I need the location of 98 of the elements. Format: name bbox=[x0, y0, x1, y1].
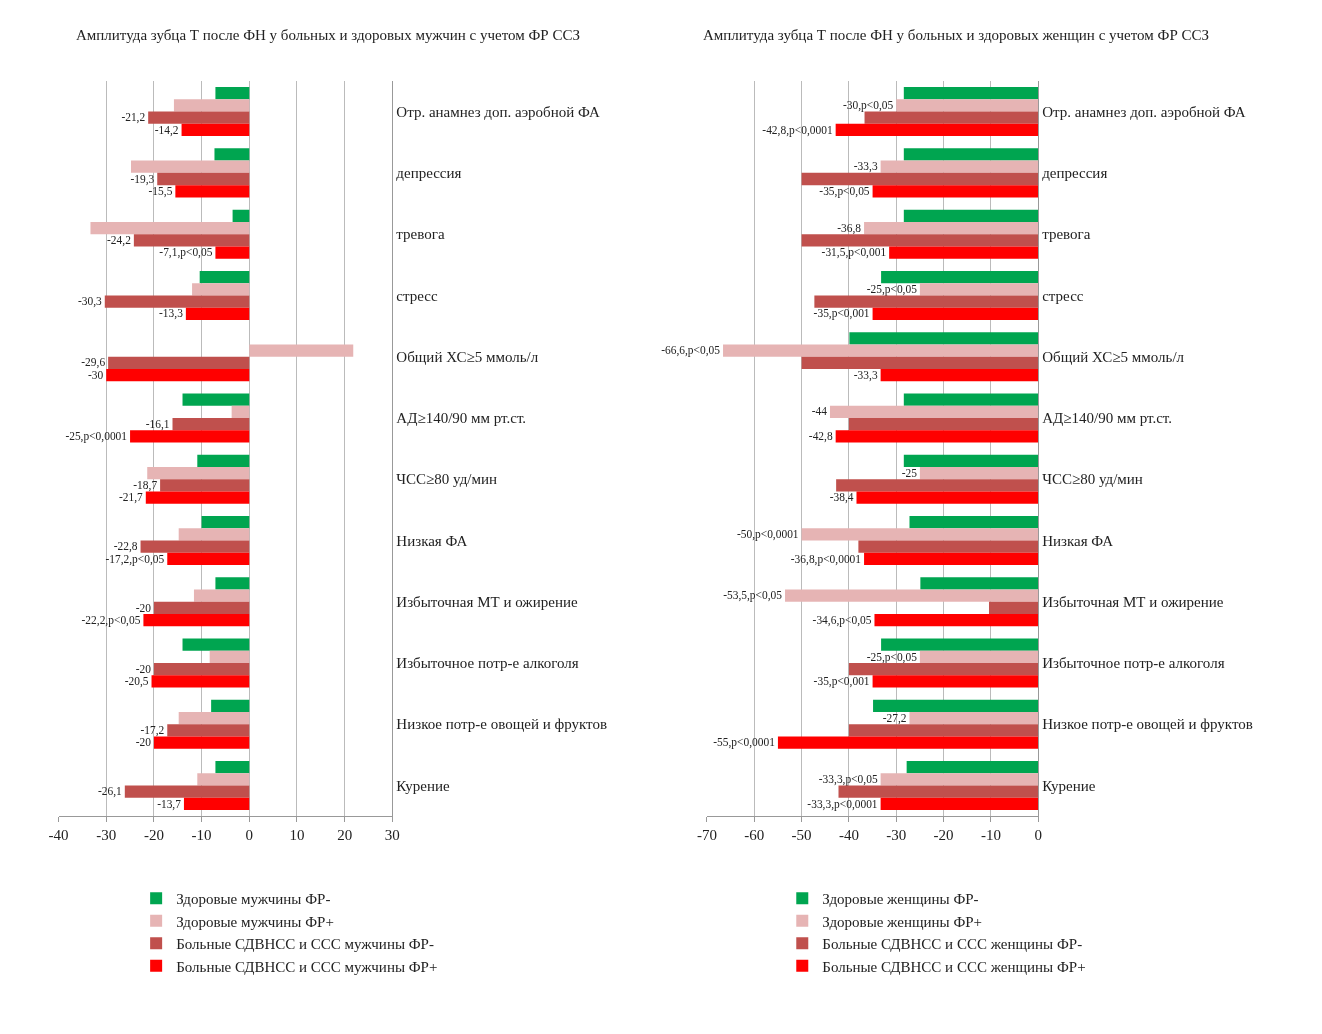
y-tick-label: Избыточное потр-е алкоголя bbox=[396, 655, 579, 672]
data-label: -35,p<0,001 bbox=[813, 675, 870, 689]
x-tick-label: 0 bbox=[245, 827, 254, 844]
x-tick-label: -10 bbox=[191, 827, 212, 844]
data-label: -26,1 bbox=[98, 785, 123, 799]
data-label: -50,p<0,0001 bbox=[736, 528, 799, 541]
data-label: -33,3 bbox=[853, 368, 878, 382]
x-tick-label: -60 bbox=[744, 827, 765, 844]
data-label: -27,2 bbox=[882, 711, 907, 725]
x-tick-label: -40 bbox=[838, 827, 859, 844]
data-label: -17,2 bbox=[140, 724, 165, 738]
data-label: -34,6,p<0,05 bbox=[812, 613, 872, 627]
data-label: -29,6 bbox=[81, 356, 106, 370]
data-label: -30 bbox=[87, 368, 104, 381]
data-label: -25 bbox=[901, 466, 918, 479]
data-label: -25,p<0,0001 bbox=[65, 429, 128, 443]
y-tick-label: Избыточное потр-е алкоголя bbox=[1042, 655, 1225, 672]
data-label: -66,6,p<0,05 bbox=[661, 344, 721, 358]
data-label: -36,8,p<0,0001 bbox=[790, 552, 862, 566]
data-label: -42,8,p<0,0001 bbox=[762, 123, 833, 137]
data-label: -31,5,p<0,001 bbox=[821, 246, 887, 260]
legend-label: Здоровые мужчины ФР- bbox=[176, 891, 331, 908]
x-tick-label: -10 bbox=[980, 827, 1001, 844]
y-tick-label: Избыточная МТ и ожирение bbox=[396, 593, 578, 610]
y-tick-label: Отр. анамнез доп. аэробной ФА bbox=[1042, 103, 1246, 120]
y-tick-label: ЧСС≥80 уд/мин bbox=[1042, 471, 1143, 488]
legend-label: Здоровые мужчины ФР+ bbox=[176, 913, 334, 930]
chart-title: Амплитуда зубца Т после ФН у больных и здоровых женщин с учетом ФР ССЗ bbox=[703, 27, 1210, 43]
y-tick-label: депрессия bbox=[396, 165, 462, 182]
x-tick-label: 10 bbox=[289, 827, 305, 844]
data-label: -20,5 bbox=[124, 675, 149, 689]
data-label: -14,2 bbox=[154, 123, 179, 137]
data-label: -20 bbox=[135, 601, 152, 614]
data-label: -21,2 bbox=[121, 111, 146, 125]
x-tick-label: -70 bbox=[696, 827, 717, 844]
x-tick-label: -50 bbox=[791, 827, 812, 844]
data-label: -30,3 bbox=[77, 295, 103, 309]
x-tick-label: -30 bbox=[886, 827, 907, 844]
data-label: -20 bbox=[135, 736, 152, 749]
data-label: -33,3 bbox=[853, 160, 878, 174]
legend-label: Больные СДВНСС и ССС мужчины ФР- bbox=[176, 936, 434, 953]
data-label: -18,7 bbox=[133, 478, 158, 492]
data-label: -22,2,p<0,05 bbox=[81, 613, 141, 627]
data-label: -20 bbox=[135, 662, 152, 675]
chart-title: Амплитуда зубца Т после ФН у больных и здоровых мужчин с учетом ФР ССЗ bbox=[76, 27, 580, 43]
x-tick-label: -40 bbox=[48, 827, 69, 844]
data-label: -36,8 bbox=[837, 221, 862, 235]
data-label: -17,2,p<0,05 bbox=[105, 552, 165, 566]
data-label: -15,5 bbox=[148, 184, 173, 198]
x-tick-label: 30 bbox=[384, 827, 400, 844]
data-label: -19,3 bbox=[130, 172, 155, 186]
data-label: -13,3 bbox=[159, 307, 184, 321]
data-label: -42,8 bbox=[808, 429, 833, 443]
data-label: -55,p<0,0001 bbox=[713, 736, 776, 750]
data-label: -33,3,p<0,0001 bbox=[807, 797, 878, 811]
legend-label: Больные СДВНСС и ССС мужчины ФР+ bbox=[176, 958, 438, 975]
y-tick-label: Общий ХС≥5 ммоль/л bbox=[396, 348, 539, 365]
y-tick-label: Курение bbox=[1042, 777, 1096, 794]
data-label: -7,1,p<0,05 bbox=[159, 246, 213, 260]
data-label: -13,7 bbox=[157, 797, 182, 811]
y-tick-label: депрессия bbox=[1042, 165, 1108, 182]
y-tick-label: Избыточная МТ и ожирение bbox=[1042, 593, 1224, 610]
y-tick-label: тревога bbox=[1042, 226, 1091, 243]
x-tick-label: 20 bbox=[337, 827, 353, 844]
data-label: -16,1 bbox=[145, 417, 170, 431]
y-tick-label: АД≥140/90 мм рт.ст. bbox=[1042, 410, 1172, 427]
y-tick-label: стресс bbox=[1042, 287, 1084, 304]
legend-label: Больные СДВНСС и ССС женщины ФР+ bbox=[822, 958, 1086, 975]
data-label: -38,4 bbox=[829, 491, 854, 505]
y-tick-label: Низкая ФА bbox=[1042, 532, 1114, 549]
data-label: -25,p<0,05 bbox=[866, 282, 918, 296]
y-tick-label: стресс bbox=[396, 287, 438, 304]
y-tick-label: АД≥140/90 мм рт.ст. bbox=[396, 410, 527, 427]
y-tick-label: Общий ХС≥5 ммоль/л bbox=[1042, 348, 1185, 365]
x-tick-label: -20 bbox=[933, 827, 954, 844]
y-tick-label: ЧСС≥80 уд/мин bbox=[396, 471, 498, 488]
x-tick-label: -20 bbox=[143, 827, 164, 844]
y-tick-label: тревога bbox=[396, 226, 445, 243]
x-tick-label: 0 bbox=[1034, 827, 1042, 844]
legend-label: Больные СДВНСС и ССС женщины ФР- bbox=[822, 936, 1083, 953]
data-label: -30,p<0,05 bbox=[842, 99, 894, 113]
data-label: -25,p<0,05 bbox=[866, 650, 918, 664]
data-label: -24,2 bbox=[107, 233, 132, 247]
data-label: -53,5,p<0,05 bbox=[723, 589, 783, 603]
y-tick-label: Отр. анамнез доп. аэробной ФА bbox=[396, 103, 600, 120]
y-tick-label: Низкое потр-е овощей и фруктов bbox=[396, 716, 608, 733]
data-label: -21,7 bbox=[118, 491, 144, 505]
data-label: -44 bbox=[811, 405, 828, 418]
y-tick-label: Курение bbox=[396, 777, 450, 794]
x-tick-label: -30 bbox=[96, 827, 117, 844]
data-label: -33,3,p<0,05 bbox=[818, 773, 878, 787]
legend-label: Здоровые женщины ФР+ bbox=[822, 913, 983, 930]
data-label: -35,p<0,05 bbox=[819, 184, 870, 198]
legend-label: Здоровые женщины ФР- bbox=[822, 891, 979, 908]
y-tick-label: Низкое потр-е овощей и фруктов bbox=[1042, 716, 1253, 733]
data-label: -22,8 bbox=[113, 540, 138, 554]
y-tick-label: Низкая ФА bbox=[396, 532, 468, 549]
data-label: -35,p<0,001 bbox=[813, 307, 870, 321]
